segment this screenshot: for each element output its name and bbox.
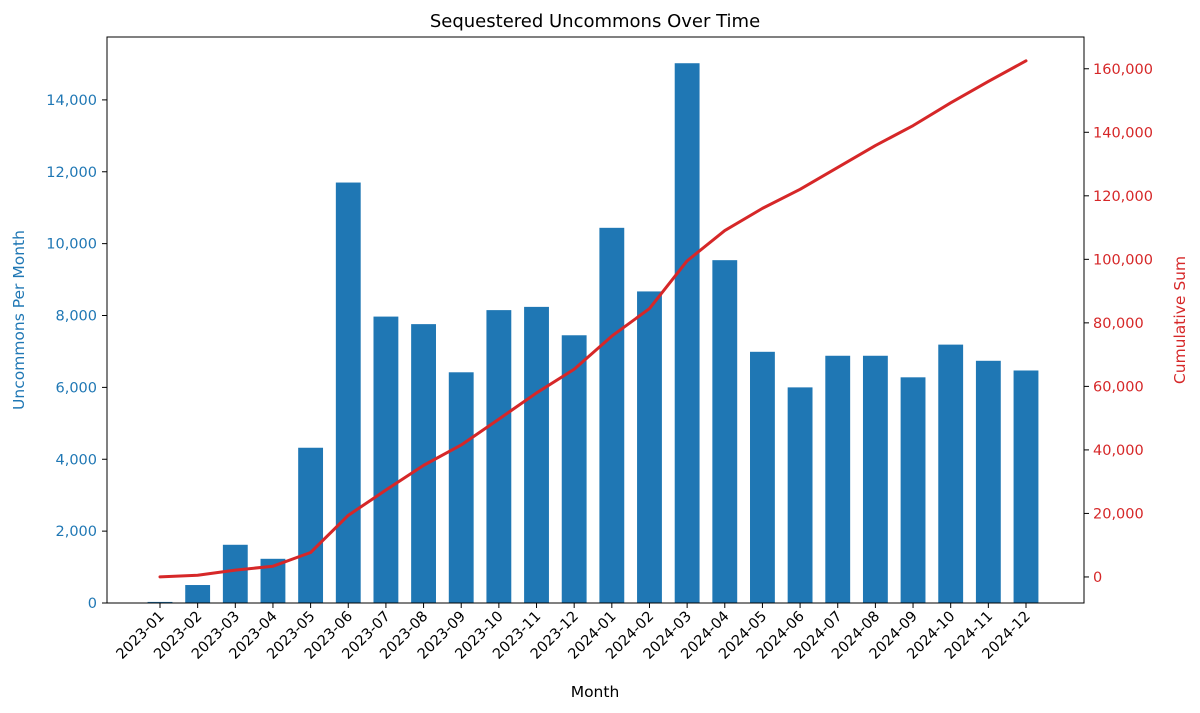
bar-2023-01 [147, 601, 173, 603]
bar-2023-06 [335, 182, 361, 604]
bar-2024-07 [825, 355, 851, 603]
bar-2024-12 [1013, 370, 1039, 603]
bar-2023-09 [448, 372, 474, 603]
left-tick-label: 12,000 [46, 165, 97, 181]
bar-2023-08 [411, 324, 436, 603]
bar-2023-07 [373, 316, 399, 603]
right-tick-label: 160,000 [1093, 62, 1153, 78]
bar-2024-04 [712, 260, 738, 603]
chart-title: Sequestered Uncommons Over Time [430, 11, 760, 32]
left-tick-label: 0 [88, 596, 97, 612]
right-axis-label: Cumulative Sum [1171, 256, 1189, 384]
right-tick-label: 80,000 [1093, 316, 1144, 332]
bar-2024-03 [674, 63, 700, 604]
left-tick-label: 4,000 [55, 452, 97, 468]
bar-2024-01 [599, 227, 625, 603]
bar-2023-12 [561, 335, 587, 603]
line-layer [158, 59, 1028, 579]
left-tick-label: 2,000 [55, 524, 97, 540]
left-tick-label: 8,000 [55, 309, 97, 325]
right-tick-label: 0 [1093, 570, 1102, 586]
bar-2024-11 [975, 360, 1001, 603]
x-axis-label: Month [571, 683, 620, 701]
bar-2023-02 [185, 585, 211, 603]
right-axis: 0 20,000 40,000 60,000 80,000 100,000 120,000 1… [1084, 62, 1153, 586]
right-tick-label: 100,000 [1093, 252, 1153, 268]
bar-2024-06 [787, 387, 813, 603]
x-axis: 2023-012023-022023-032023-042023-052023-… [114, 603, 1034, 663]
right-tick-label: 60,000 [1093, 379, 1144, 395]
bar-2024-02 [637, 291, 662, 603]
plot-frame [106, 36, 1085, 604]
bar-2023-10 [486, 310, 512, 603]
left-tick-label: 10,000 [46, 237, 97, 253]
cumulative-sum-line [158, 59, 1028, 579]
left-tick-label: 6,000 [55, 380, 97, 396]
bar-2024-09 [900, 377, 926, 603]
bar-2023-05 [298, 447, 324, 603]
right-tick-label: 20,000 [1093, 506, 1144, 522]
bar-2024-08 [862, 355, 888, 603]
left-axis: 0 2,000 4,000 6,000 8,000 10,000 12,000 14,000 [46, 93, 107, 612]
bar-2023-03 [222, 544, 248, 603]
bar-2024-10 [938, 344, 964, 603]
right-tick-label: 120,000 [1093, 189, 1153, 205]
bars-layer [147, 63, 1039, 604]
left-axis-label: Uncommons Per Month [10, 230, 28, 410]
bar-2023-11 [524, 306, 549, 603]
right-tick-label: 140,000 [1093, 125, 1153, 141]
bar-2024-05 [750, 351, 775, 603]
right-tick-label: 40,000 [1093, 443, 1144, 459]
left-tick-label: 14,000 [46, 93, 97, 109]
